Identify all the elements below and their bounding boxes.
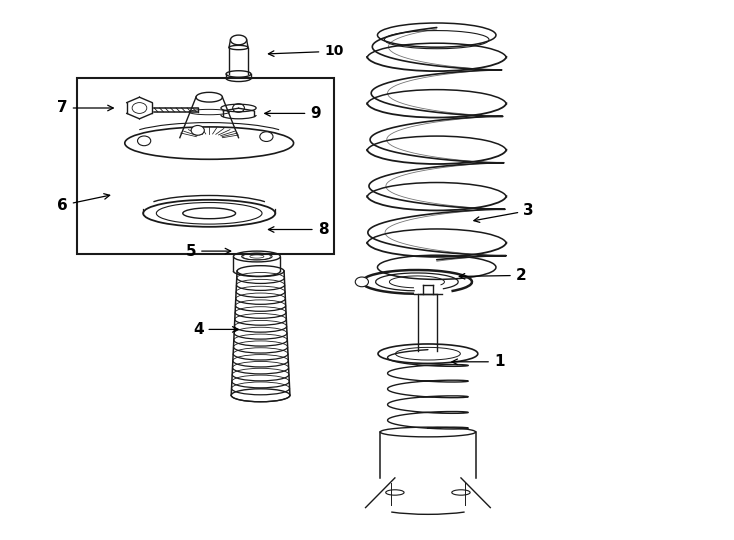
Bar xyxy=(77,78,334,254)
Circle shape xyxy=(260,132,273,141)
Text: 6: 6 xyxy=(57,194,109,213)
Text: 1: 1 xyxy=(452,354,504,369)
Circle shape xyxy=(191,125,204,135)
Text: 8: 8 xyxy=(269,222,328,237)
Text: 10: 10 xyxy=(269,44,344,58)
Circle shape xyxy=(355,277,368,287)
Text: 4: 4 xyxy=(193,322,238,337)
Text: 5: 5 xyxy=(186,244,230,259)
Text: 3: 3 xyxy=(474,203,534,222)
Text: 7: 7 xyxy=(57,100,113,116)
Text: 2: 2 xyxy=(459,268,526,283)
Circle shape xyxy=(137,136,150,146)
Text: 9: 9 xyxy=(265,106,321,121)
